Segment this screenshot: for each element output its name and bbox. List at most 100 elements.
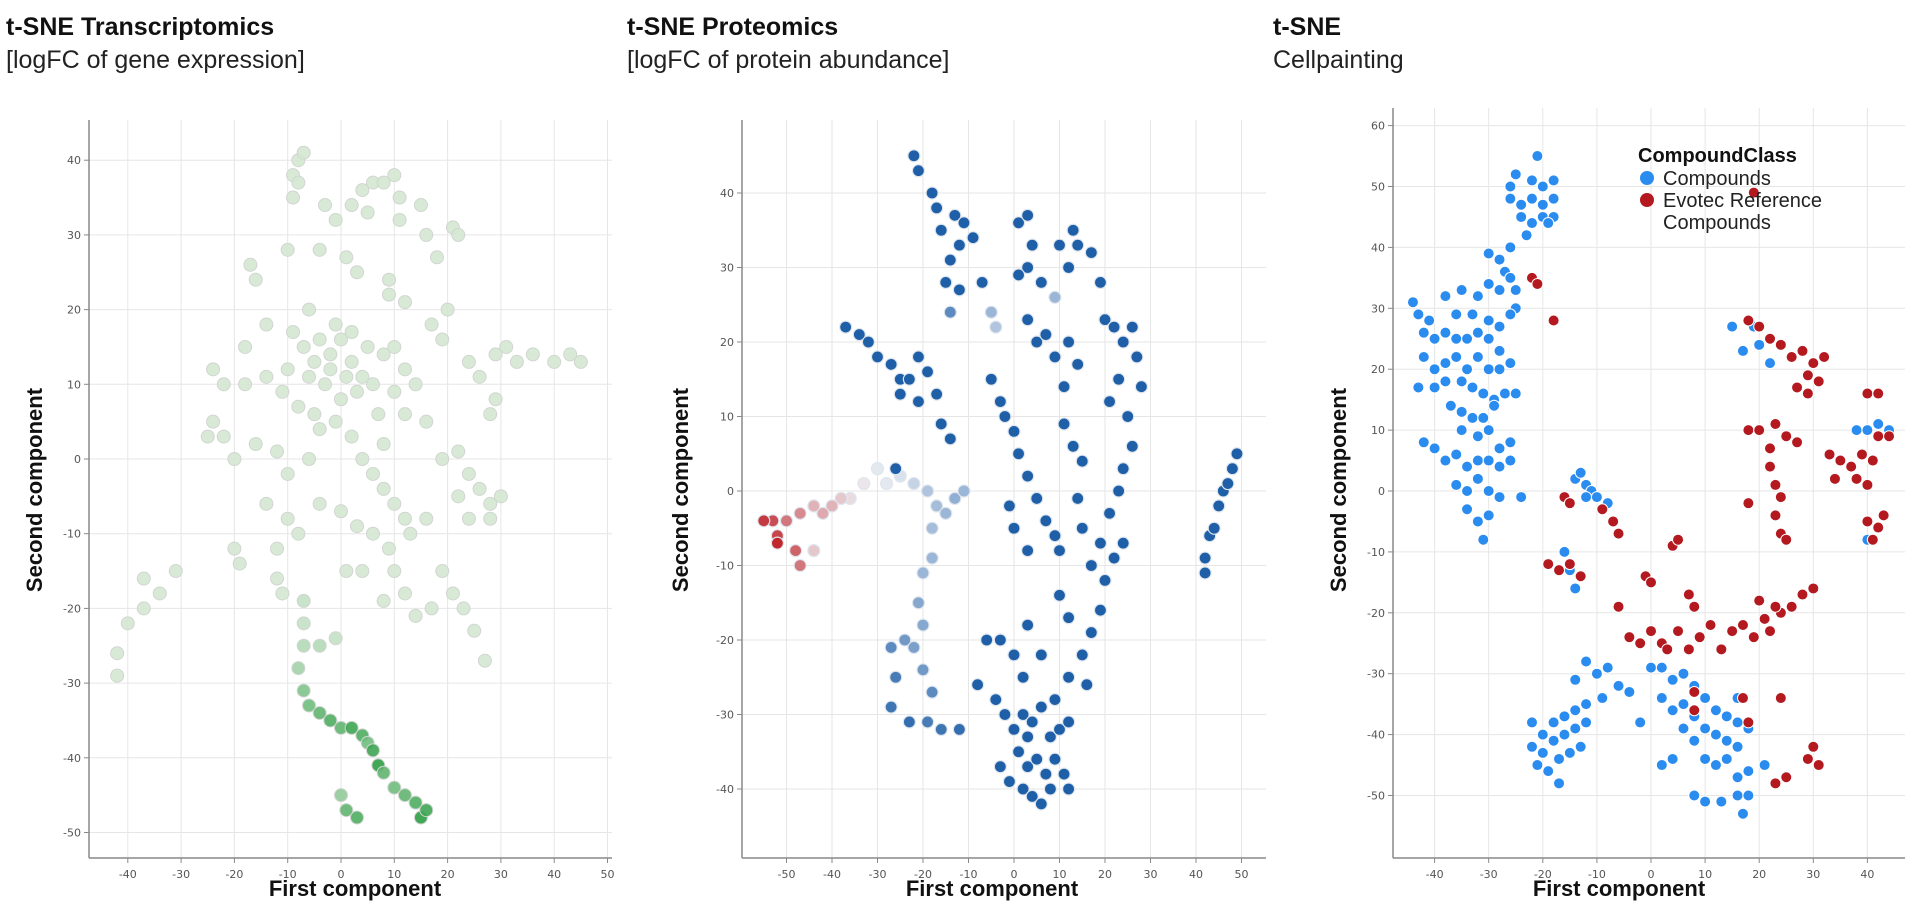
data-point	[1769, 777, 1782, 790]
y-axis-title: Second component	[668, 387, 693, 592]
data-point	[573, 354, 588, 369]
data-point	[1601, 661, 1614, 674]
data-point	[349, 265, 364, 280]
legend-marker-evotec-reference	[1640, 193, 1654, 207]
panel-1-subtitle: [logFC of gene expression]	[6, 46, 305, 74]
data-point	[1558, 710, 1571, 723]
data-point	[296, 145, 311, 160]
data-point	[397, 407, 412, 422]
data-point	[328, 631, 343, 646]
data-point	[1531, 150, 1544, 163]
y-axis-title: Second component	[22, 387, 47, 592]
data-point	[957, 216, 971, 230]
x-tick-label: -20	[914, 868, 932, 881]
data-point	[408, 608, 423, 623]
data-point	[1672, 533, 1685, 546]
data-point	[291, 399, 306, 414]
x-tick-label: 40	[1189, 868, 1203, 881]
data-point	[1030, 752, 1044, 766]
data-point	[1450, 448, 1463, 461]
data-point	[1052, 722, 1067, 737]
y-tick-label: 0	[74, 453, 81, 466]
data-point	[1471, 351, 1484, 364]
data-point	[1699, 722, 1712, 735]
data-point	[1021, 618, 1035, 632]
data-point	[984, 305, 998, 319]
data-point	[1872, 387, 1885, 400]
data-point	[1021, 469, 1035, 483]
data-point	[1796, 344, 1809, 357]
data-point	[1043, 782, 1058, 796]
data-point	[1482, 509, 1495, 522]
data-point	[1052, 543, 1067, 558]
data-point	[323, 347, 338, 362]
data-point	[1021, 760, 1035, 774]
x-tick-label: 0	[338, 868, 345, 881]
data-point	[861, 335, 876, 349]
data-point	[1098, 313, 1112, 327]
data-point	[1720, 734, 1733, 747]
data-point	[1039, 327, 1053, 342]
data-point	[1423, 314, 1436, 327]
data-point	[397, 511, 412, 526]
data-point	[307, 354, 322, 369]
x-tick-label: -30	[1480, 868, 1498, 881]
data-point	[1071, 357, 1085, 371]
data-point	[1596, 503, 1609, 516]
data-point	[1818, 351, 1831, 364]
data-point	[408, 377, 423, 392]
data-point	[339, 369, 354, 384]
data-point	[1536, 746, 1549, 759]
y-tick-label: -40	[1367, 729, 1385, 742]
data-point	[275, 384, 290, 399]
data-point	[902, 715, 916, 729]
data-point	[889, 462, 903, 476]
data-point	[349, 810, 364, 825]
data-point	[1769, 600, 1782, 613]
data-point	[376, 481, 391, 496]
data-point	[1021, 260, 1035, 275]
data-point	[916, 618, 930, 632]
data-point	[834, 491, 848, 506]
data-point	[1412, 381, 1425, 394]
legend-label-compounds: Compounds	[1663, 168, 1771, 190]
data-point	[1877, 509, 1890, 522]
y-tick-label: 0	[727, 485, 734, 498]
data-point	[328, 414, 343, 429]
data-point	[387, 564, 402, 579]
data-point	[1057, 380, 1071, 394]
data-point	[1021, 730, 1035, 744]
x-tick-label: -10	[1588, 868, 1606, 881]
data-point	[312, 705, 327, 720]
data-point	[110, 668, 125, 683]
data-point	[1057, 417, 1071, 431]
data-point	[488, 392, 503, 407]
data-point	[1093, 275, 1108, 289]
data-point	[1048, 350, 1062, 364]
data-point	[1574, 466, 1587, 479]
data-point	[349, 384, 364, 399]
data-point	[1736, 807, 1749, 820]
data-point	[477, 653, 492, 668]
y-tick-label: 20	[1371, 363, 1385, 376]
data-point	[270, 444, 285, 459]
data-point	[916, 566, 930, 580]
data-point	[1823, 448, 1836, 461]
data-point	[238, 377, 253, 392]
data-point	[206, 414, 221, 429]
data-point	[1655, 759, 1668, 772]
data-point	[1709, 759, 1722, 772]
data-point	[1612, 679, 1625, 692]
data-point	[397, 586, 412, 601]
data-point	[397, 362, 412, 377]
data-point	[1677, 698, 1690, 711]
data-point	[547, 354, 562, 369]
x-axis-title: First component	[906, 876, 1079, 901]
data-point	[1861, 515, 1874, 528]
data-point	[339, 250, 354, 265]
data-point	[243, 257, 258, 272]
data-point	[1471, 454, 1484, 467]
data-point	[227, 452, 242, 466]
data-point	[1612, 527, 1625, 540]
data-point	[1466, 381, 1479, 394]
